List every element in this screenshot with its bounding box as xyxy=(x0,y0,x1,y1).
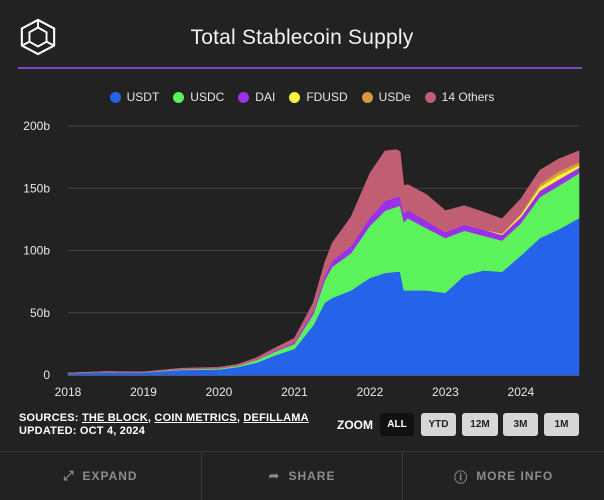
legend-item-usdc[interactable]: USDC xyxy=(173,90,224,104)
source-link-the-block[interactable]: THE BLOCK xyxy=(81,412,148,424)
sources-block: SOURCES: THE BLOCK, COIN METRICS, DEFILL… xyxy=(19,412,309,437)
stacked-area-chart: 0 50b 100b 150b 200b 2018 2019 2020 2021 2022 2023… xyxy=(23,119,580,399)
x-tick-label: 2022 xyxy=(357,385,384,399)
share-icon: ➦ xyxy=(268,468,281,483)
share-button[interactable]: ➦ SHARE xyxy=(200,452,403,500)
legend-item-usdt[interactable]: USDT xyxy=(109,90,159,104)
more-info-button[interactable]: ⓘ MORE INFO xyxy=(402,452,604,500)
legend-item-others[interactable]: 14 Others xyxy=(424,90,494,104)
x-tick-label: 2023 xyxy=(432,385,459,399)
sources-label: SOURCES: xyxy=(19,412,79,424)
zoom-3m-button[interactable]: 3M xyxy=(503,413,538,436)
series-area-14-others[interactable] xyxy=(67,149,580,374)
updated-date: UPDATED: OCT 4, 2024 xyxy=(19,425,146,437)
expand-icon: ⤢ xyxy=(63,468,75,483)
info-icon: ⓘ xyxy=(454,469,469,485)
x-tick-label: 2024 xyxy=(508,385,535,399)
y-tick-label: 200b xyxy=(23,119,50,133)
x-tick-label: 2018 xyxy=(55,385,82,399)
zoom-12m-button[interactable]: 12M xyxy=(462,413,498,436)
title-divider xyxy=(18,67,582,69)
chart-title: Total Stablecoin Supply xyxy=(190,26,414,49)
the-block-logo-icon xyxy=(20,18,56,56)
x-tick-label: 2020 xyxy=(206,385,233,399)
zoom-1m-button[interactable]: 1M xyxy=(544,413,579,436)
x-tick-label: 2021 xyxy=(281,385,308,399)
action-bar: ⤢ EXPAND ➦ SHARE ⓘ MORE INFO xyxy=(0,451,604,500)
x-tick-label: 2019 xyxy=(130,385,157,399)
chart-legend: USDT USDC DAI FDUSD USDe 14 Others xyxy=(0,90,604,104)
y-tick-label: 100b xyxy=(23,244,50,258)
y-tick-label: 0 xyxy=(43,368,50,382)
y-tick-label: 50b xyxy=(30,306,50,320)
source-link-coin-metrics[interactable]: COIN METRICS xyxy=(154,412,237,424)
source-link-defillama[interactable]: DEFILLAMA xyxy=(243,412,309,424)
legend-item-dai[interactable]: DAI xyxy=(238,90,275,104)
legend-item-usde[interactable]: USDe xyxy=(361,90,411,104)
y-tick-label: 150b xyxy=(23,181,50,195)
zoom-label: ZOOM xyxy=(337,418,373,432)
legend-item-fdusd[interactable]: FDUSD xyxy=(289,90,348,104)
expand-button[interactable]: ⤢ EXPAND xyxy=(63,468,138,483)
zoom-all-button[interactable]: ALL xyxy=(380,413,414,436)
zoom-ytd-button[interactable]: YTD xyxy=(421,413,456,436)
